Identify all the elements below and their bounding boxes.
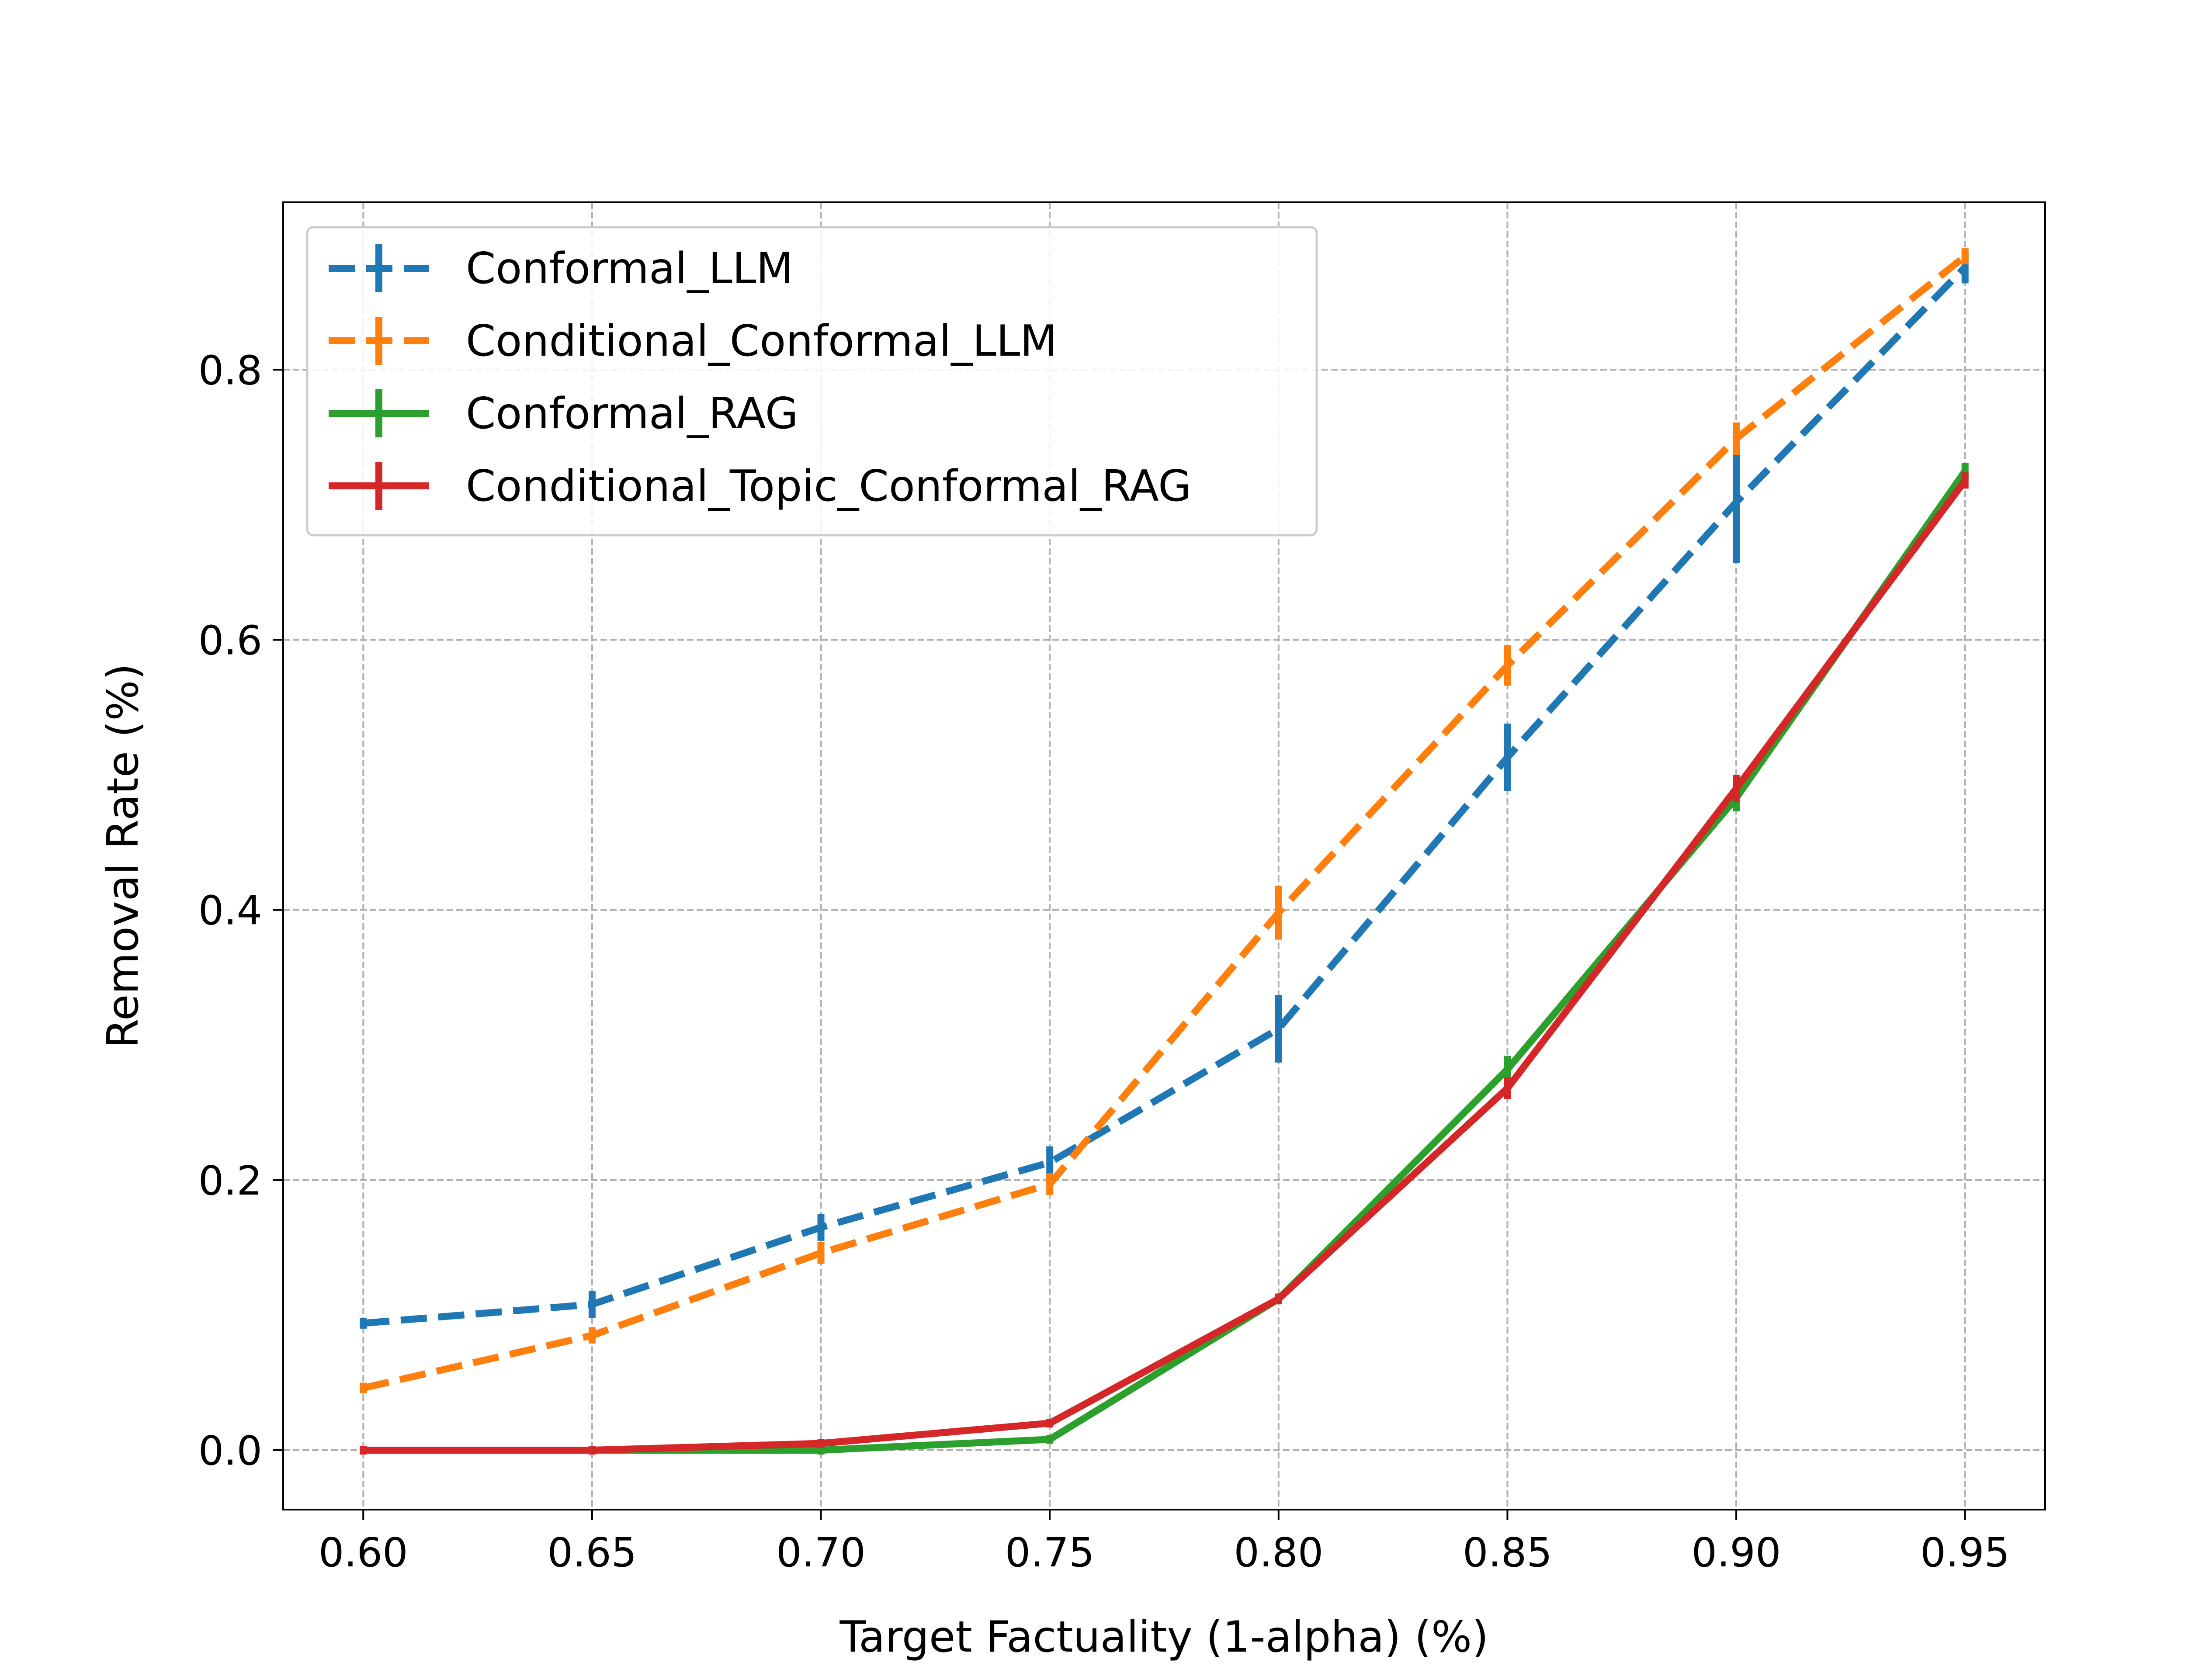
legend: Conformal_LLM Conditional_Conformal_LLM Co… (306, 226, 1318, 537)
legend-item: Conditional_Conformal_LLM (329, 316, 1057, 366)
series-group (360, 248, 1969, 1455)
data-point (818, 1448, 824, 1453)
data-point (361, 1448, 366, 1453)
series-conditional-topic-conformal-rag (360, 472, 1969, 1455)
x-tick-label: 0.75 (1005, 1529, 1095, 1576)
y-tick-label: 0.8 (198, 347, 262, 394)
data-point (818, 1225, 824, 1230)
plot-frame (282, 201, 2046, 1510)
data-point (1047, 1437, 1053, 1442)
x-tick-label: 0.95 (1920, 1529, 2010, 1576)
legend-label: Conformal_RAG (466, 389, 798, 439)
x-tick-label: 0.65 (547, 1529, 637, 1576)
series-line (363, 264, 1968, 1327)
series-line (363, 478, 1968, 1454)
data-point (818, 1441, 824, 1446)
data-point (1505, 755, 1510, 760)
y-tick-label: 0.6 (198, 617, 262, 664)
data-point (1276, 910, 1281, 915)
data-point (1962, 264, 1968, 270)
legend-item: Conformal_LLM (329, 244, 793, 294)
x-axis-label: Target Factuality (1-alpha) (%) (839, 1612, 1489, 1662)
legend-item: Conditional_Topic_Conformal_RAG (329, 461, 1191, 511)
data-point (818, 1250, 824, 1256)
x-tick-label: 0.60 (319, 1529, 408, 1576)
axis-ticks: 0.60 0.65 0.70 0.75 0.80 0.85 0.90 0.95 0.0 0.2 0.… (198, 347, 2010, 1576)
data-point (1962, 478, 1968, 483)
series-line (362, 253, 1967, 1392)
data-point (1276, 1296, 1281, 1302)
data-point (1962, 468, 1968, 474)
x-tick-label: 0.85 (1463, 1529, 1552, 1576)
data-point (1047, 1160, 1053, 1165)
data-point (589, 1448, 595, 1453)
data-point (361, 1385, 366, 1391)
y-tick-label: 0.4 (198, 887, 262, 934)
data-point (1962, 253, 1968, 259)
legend-label: Conditional_Topic_Conformal_RAG (466, 461, 1191, 511)
data-point (1047, 1181, 1053, 1187)
data-point (1734, 436, 1739, 441)
y-axis-label: Removal Rate (%) (98, 663, 148, 1048)
data-point (1505, 663, 1510, 669)
data-point (1734, 499, 1739, 505)
data-point (1734, 786, 1739, 791)
x-tick-label: 0.80 (1234, 1529, 1323, 1576)
legend-label: Conditional_Conformal_LLM (466, 316, 1057, 366)
y-tick-label: 0.0 (198, 1427, 262, 1474)
y-tick-label: 0.2 (198, 1157, 262, 1204)
data-point (1505, 1085, 1510, 1091)
data-point (1505, 1067, 1510, 1072)
series-conditional-conformal-llm (360, 248, 1969, 1394)
data-point (1276, 1026, 1281, 1032)
data-point (589, 1302, 595, 1307)
data-point (1047, 1420, 1053, 1426)
x-tick-label: 0.70 (776, 1529, 866, 1576)
x-tick-label: 0.90 (1692, 1529, 1781, 1576)
legend-item: Conformal_RAG (329, 389, 798, 439)
legend-label: Conformal_LLM (466, 244, 793, 294)
data-point (589, 1333, 595, 1338)
legend-box (306, 226, 1318, 537)
data-point (361, 1320, 366, 1326)
